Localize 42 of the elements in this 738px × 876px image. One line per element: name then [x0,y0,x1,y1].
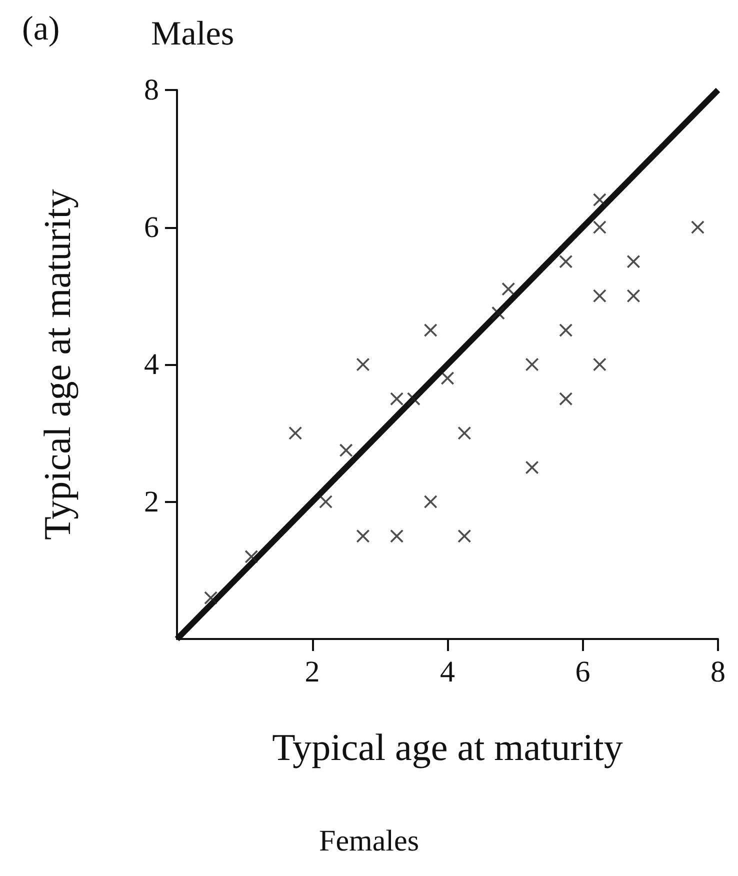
point [626,289,640,302]
point [424,324,438,337]
point [526,460,539,474]
point [593,220,606,234]
y-tick-label: 8 [144,74,159,106]
point [458,426,471,440]
y-tick-label: 6 [144,210,159,244]
point [559,324,572,337]
y-tick-label: 2 [144,485,159,518]
x-tick-label: 4 [440,656,455,688]
x-axis-title: Typical age at maturity [272,727,623,769]
x-tick-label: 6 [575,656,590,688]
x-tick-label: 8 [710,656,726,688]
point [502,282,515,296]
point [593,193,606,206]
point [526,358,539,371]
point [390,392,404,406]
point [626,255,640,268]
chart-title: Males [151,16,234,52]
point [593,289,606,302]
point [492,306,505,320]
y-axis-title: Typical age at maturity [37,189,79,540]
point [288,426,302,440]
point [559,392,572,406]
point [340,444,353,457]
point [390,530,404,543]
text: (a) [22,10,60,48]
point [356,358,370,371]
x-tick-label: 2 [304,656,320,688]
point [441,372,454,385]
point [204,591,218,604]
point [424,495,438,508]
point [559,255,572,268]
text: Females [319,824,419,858]
point [407,392,420,406]
point [319,495,332,508]
point [356,530,370,543]
point [244,550,258,564]
point [691,220,704,234]
point [593,358,606,371]
y-tick-label: 4 [144,348,159,381]
point [458,530,471,543]
